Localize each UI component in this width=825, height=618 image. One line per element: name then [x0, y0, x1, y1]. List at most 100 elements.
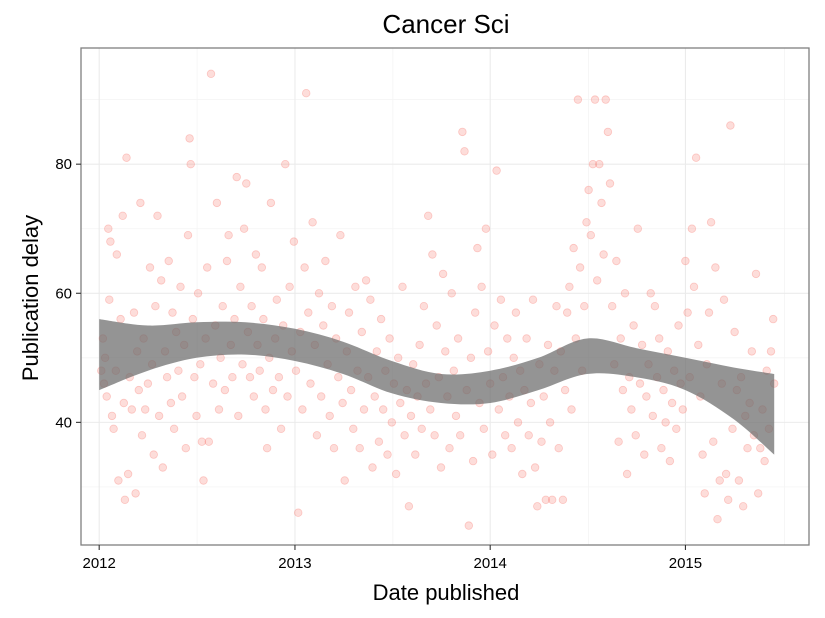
minor-gridlines — [81, 48, 809, 545]
data-point — [276, 424, 286, 433]
data-point — [236, 282, 245, 291]
data-point — [719, 295, 729, 304]
data-point — [713, 515, 722, 524]
data-point — [665, 456, 675, 466]
data-point — [709, 437, 718, 446]
data-point — [715, 476, 724, 485]
data-point — [541, 495, 550, 504]
data-point — [289, 237, 299, 246]
data-point — [597, 198, 606, 208]
data-point — [436, 463, 446, 472]
data-point — [595, 159, 604, 169]
data-point — [432, 321, 441, 330]
data-point — [123, 469, 133, 479]
data-point — [627, 405, 636, 414]
data-point — [224, 230, 233, 240]
data-point — [646, 289, 655, 298]
data-point — [394, 353, 403, 362]
y-axis-title: Publication delay — [18, 215, 43, 381]
data-point — [129, 308, 139, 317]
data-point — [466, 353, 476, 362]
y-axis-tick-labels: 40 60 80 — [55, 156, 72, 431]
data-point — [612, 256, 621, 266]
scatter-points — [97, 69, 779, 530]
data-point — [530, 463, 540, 472]
data-point — [620, 289, 630, 298]
data-point — [739, 502, 748, 511]
x-tick-label: 2012 — [82, 555, 115, 572]
data-point — [291, 366, 301, 375]
data-point — [156, 276, 166, 285]
data-point — [186, 159, 195, 169]
data-point — [590, 95, 600, 104]
data-point — [584, 185, 593, 195]
data-point — [451, 411, 461, 421]
data-point — [460, 147, 469, 156]
data-point — [428, 250, 437, 259]
data-point — [168, 308, 177, 317]
data-point — [190, 373, 199, 382]
data-point — [336, 230, 345, 240]
data-point — [419, 302, 429, 311]
data-point — [509, 353, 518, 362]
data-point — [678, 405, 687, 414]
data-point — [294, 508, 303, 517]
data-point — [642, 392, 651, 401]
data-point — [104, 224, 113, 233]
data-point — [724, 495, 733, 504]
data-point — [137, 431, 147, 440]
data-point — [112, 250, 121, 259]
data-point — [760, 456, 769, 466]
data-point — [426, 405, 435, 414]
data-point — [162, 373, 172, 382]
data-point — [631, 431, 640, 440]
data-point — [698, 450, 707, 459]
data-point — [518, 469, 527, 479]
data-point — [468, 456, 478, 466]
data-point — [726, 121, 735, 130]
data-point — [711, 263, 720, 272]
data-point — [306, 379, 315, 388]
data-point — [151, 302, 160, 311]
data-point — [218, 302, 227, 311]
data-point — [193, 289, 203, 298]
data-point — [511, 308, 521, 317]
data-point — [344, 308, 354, 317]
data-point — [169, 424, 179, 433]
data-point — [441, 347, 450, 356]
data-point — [721, 469, 731, 479]
data-point — [374, 437, 384, 446]
data-point — [700, 489, 709, 498]
data-point — [730, 327, 739, 337]
data-point — [140, 405, 150, 414]
data-point — [633, 224, 642, 233]
data-point — [370, 392, 379, 401]
data-point — [268, 385, 278, 395]
data-point — [488, 450, 497, 459]
data-point — [143, 379, 153, 388]
data-point — [251, 250, 261, 259]
data-point — [492, 166, 501, 175]
data-point — [359, 405, 369, 414]
data-point — [601, 95, 610, 104]
data-point — [453, 334, 463, 343]
data-point — [565, 282, 574, 291]
data-point — [657, 444, 666, 453]
data-point — [109, 424, 118, 433]
data-point — [127, 405, 136, 414]
x-tick-label: 2015 — [669, 555, 702, 572]
data-point — [456, 431, 465, 440]
data-point — [149, 450, 158, 459]
data-point — [687, 224, 697, 233]
data-point — [164, 256, 173, 266]
data-point — [734, 476, 744, 485]
data-point — [314, 289, 324, 298]
data-point — [415, 340, 424, 350]
data-point — [464, 521, 473, 530]
data-point — [445, 444, 454, 453]
data-point — [106, 237, 115, 246]
data-point — [259, 314, 268, 324]
data-point — [274, 373, 284, 382]
data-point — [232, 172, 241, 182]
data-point — [238, 360, 247, 369]
